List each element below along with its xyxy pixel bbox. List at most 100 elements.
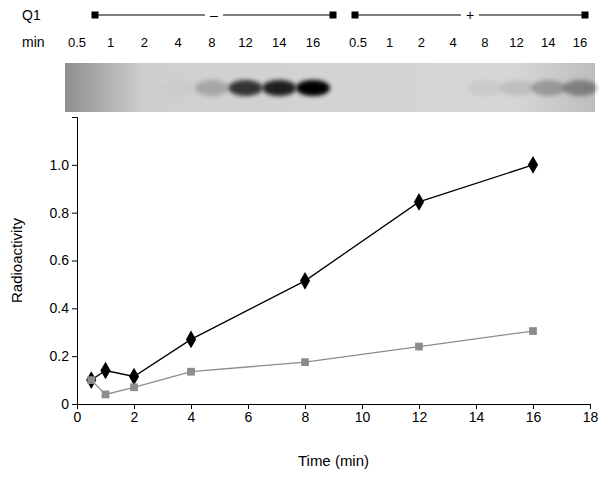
gel-band — [161, 80, 195, 96]
gel-band — [296, 80, 330, 96]
marker — [129, 368, 139, 386]
lane-time: 0.5 — [349, 35, 367, 50]
gel-band — [436, 80, 470, 96]
tick-label: 0.4 — [50, 300, 70, 316]
tick-mark — [72, 356, 77, 357]
tick-label: 4 — [188, 409, 196, 425]
gel-band — [195, 80, 229, 96]
tick-mark — [72, 404, 77, 405]
gel-band — [94, 80, 128, 96]
tick-label: 0 — [61, 396, 69, 412]
gel-band — [468, 80, 502, 96]
y-axis: 0 0.2 0.4 0.6 0.8 1.0 — [50, 118, 78, 412]
tick-label: 12 — [412, 409, 428, 425]
lane-time: 16 — [573, 35, 587, 50]
tick: 14 — [469, 404, 485, 425]
tick: 2 — [131, 404, 139, 425]
group-label: + — [466, 7, 474, 23]
tick: 18 — [583, 404, 599, 425]
tick-label: 1.0 — [50, 157, 70, 173]
tick-label: 6 — [245, 409, 253, 425]
marker — [102, 391, 110, 399]
label-background — [461, 6, 479, 24]
row-label: Q1 — [22, 7, 41, 23]
x-axis: 0 2 4 6 8 10 12 14 16 18 — [74, 404, 599, 425]
lane-time: 1 — [107, 35, 114, 50]
tick-label: 0.8 — [50, 205, 70, 221]
gel-band — [341, 80, 375, 96]
x-axis-title: Time (min) — [298, 452, 369, 469]
lane-time: 1 — [386, 35, 393, 50]
gel-band — [563, 80, 597, 96]
marker — [528, 156, 538, 174]
tick: 0.2 — [50, 348, 77, 364]
plot-area — [86, 156, 538, 398]
tick: 8 — [302, 404, 310, 425]
tick: 6 — [245, 404, 253, 425]
marker — [86, 371, 96, 389]
tick-label: 18 — [583, 409, 599, 425]
gel-band — [373, 80, 407, 96]
gel-band — [60, 80, 94, 96]
bracket-end — [582, 12, 589, 19]
gel-band — [229, 80, 263, 96]
series-line — [91, 165, 533, 380]
tick-label: 8 — [302, 409, 310, 425]
tick: 10 — [355, 404, 371, 425]
label-background — [205, 6, 223, 24]
lane-label: min — [22, 34, 45, 50]
figure: Q1min–0.51248121416+0.512481214160246810… — [0, 0, 608, 479]
tick-label: 0 — [74, 409, 82, 425]
series-line — [91, 331, 533, 394]
lane-time: 2 — [418, 35, 425, 50]
lane-time: 12 — [238, 35, 252, 50]
tick-label: 0.6 — [50, 252, 70, 268]
bracket-end — [330, 12, 337, 19]
axis-line — [78, 405, 591, 410]
lane-time: 2 — [141, 35, 148, 50]
lane-time: 0.5 — [68, 35, 86, 50]
gel-image — [65, 63, 595, 112]
tick-label: 16 — [526, 409, 542, 425]
tick: 0.6 — [50, 252, 77, 268]
lane-time: 14 — [541, 35, 555, 50]
lane-time: 14 — [272, 35, 286, 50]
axis-line — [72, 118, 78, 405]
tick: 1.0 — [50, 157, 77, 173]
gel-band — [404, 80, 438, 96]
marker — [130, 383, 138, 391]
tick: 0 — [74, 404, 82, 425]
lane-time: 8 — [208, 35, 215, 50]
tick-mark — [72, 213, 77, 214]
gel-band — [531, 80, 565, 96]
tick: 0.8 — [50, 205, 77, 221]
tick-mark — [72, 165, 77, 166]
lane-time: 4 — [450, 35, 457, 50]
tick: 16 — [526, 404, 542, 425]
tick: 12 — [412, 404, 428, 425]
marker — [187, 368, 195, 376]
tick-label: 2 — [131, 409, 139, 425]
lane-time: 16 — [306, 35, 320, 50]
tick: 0 — [61, 396, 77, 412]
tick-label: 10 — [355, 409, 371, 425]
marker — [415, 343, 423, 351]
marker — [301, 358, 309, 366]
tick: 0.4 — [50, 300, 77, 316]
tick-mark — [72, 308, 77, 309]
y-axis-title: Radioactivity — [8, 217, 25, 303]
marker — [186, 331, 196, 349]
tick-label: 0.2 — [50, 348, 70, 364]
gel-band — [500, 80, 534, 96]
lane-time: 8 — [481, 35, 488, 50]
gel-band — [262, 80, 296, 96]
lane-time: 12 — [509, 35, 523, 50]
marker — [529, 327, 537, 335]
bracket-end — [92, 12, 99, 19]
group-label: – — [210, 7, 218, 23]
marker — [300, 272, 310, 290]
marker — [100, 362, 110, 380]
lane-time: 4 — [175, 35, 182, 50]
tick: 4 — [188, 404, 196, 425]
bracket-end — [352, 12, 359, 19]
